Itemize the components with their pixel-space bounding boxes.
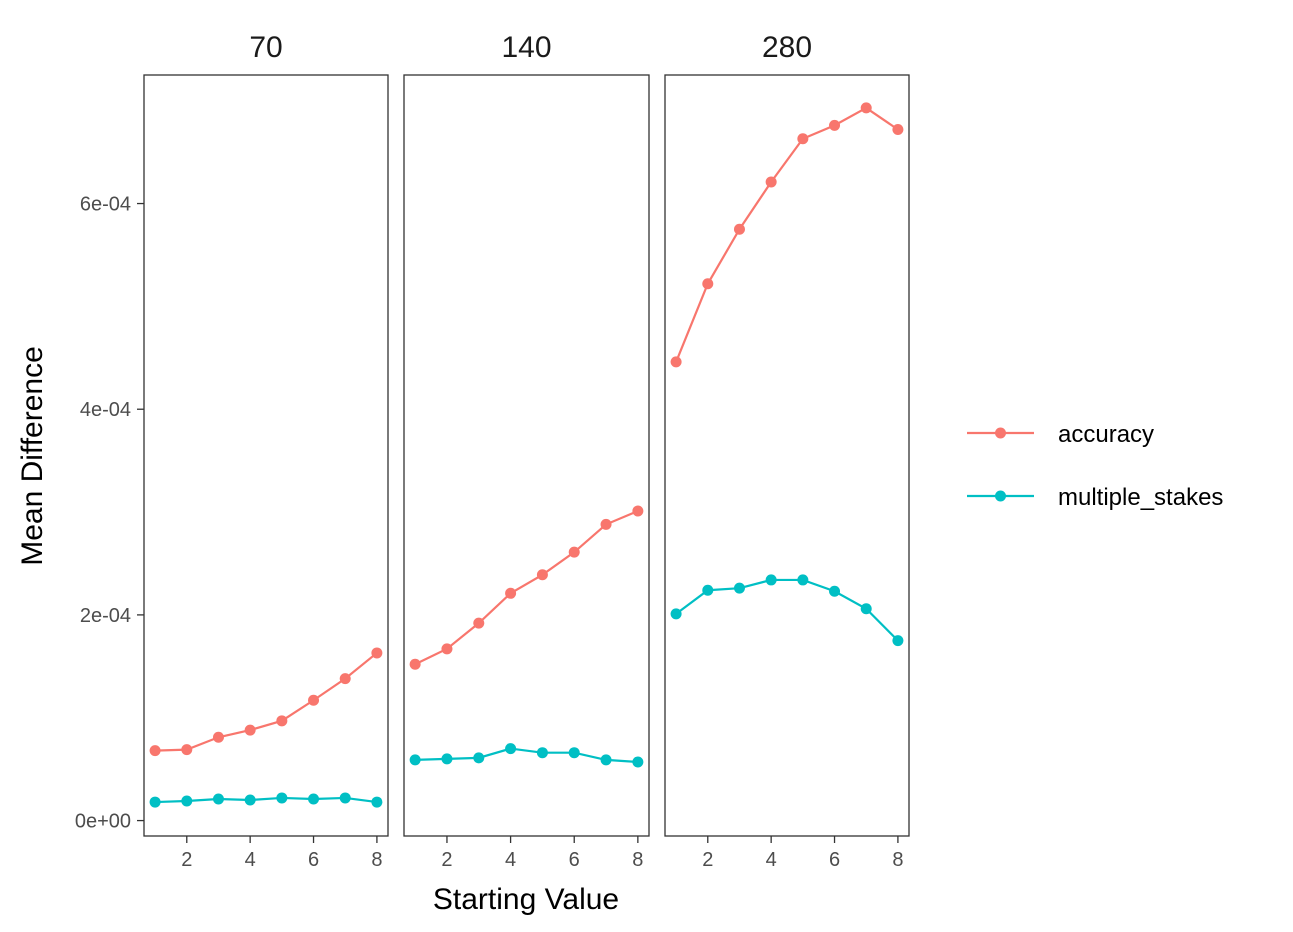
x-tick-label: 8 xyxy=(371,849,382,871)
data-point-multiple_stakes xyxy=(308,793,320,805)
facet-panel-280: 280 2 4 6 8 xyxy=(664,31,910,871)
data-point-accuracy xyxy=(149,745,161,757)
data-point-multiple_stakes xyxy=(860,603,872,615)
x-tick-label: 2 xyxy=(441,849,452,871)
data-point-multiple_stakes xyxy=(441,753,453,765)
data-point-multiple_stakes xyxy=(702,584,714,596)
panel-border xyxy=(403,74,650,837)
data-point-multiple_stakes xyxy=(632,756,644,768)
data-point-multiple_stakes xyxy=(276,792,288,804)
x-tick-label: 2 xyxy=(702,849,713,871)
data-point-accuracy xyxy=(505,587,517,599)
data-point-accuracy xyxy=(339,673,351,685)
data-point-multiple_stakes xyxy=(733,582,745,594)
data-point-accuracy xyxy=(632,505,644,517)
y-axis-title: Mean Difference xyxy=(16,346,49,566)
x-tick-label: 8 xyxy=(892,849,903,871)
series-line-accuracy xyxy=(155,652,378,752)
series-line-accuracy xyxy=(414,510,639,666)
data-point-multiple_stakes xyxy=(797,574,809,586)
data-point-multiple_stakes xyxy=(473,752,485,764)
data-point-multiple_stakes xyxy=(600,754,612,766)
data-point-accuracy xyxy=(536,569,548,581)
legend-label: multiple_stakes xyxy=(1058,484,1223,511)
data-point-accuracy xyxy=(829,119,841,131)
x-tick-label: 4 xyxy=(245,849,256,871)
data-point-accuracy xyxy=(568,546,580,558)
data-point-multiple_stakes xyxy=(536,747,548,759)
data-point-accuracy xyxy=(441,643,453,655)
data-point-multiple_stakes xyxy=(892,635,904,647)
data-point-multiple_stakes xyxy=(371,796,383,808)
facet-panel-140: 140 2 4 6 8 xyxy=(403,31,650,871)
y-axis: 0e+00 2e-04 4e-04 6e-04 xyxy=(75,194,144,833)
data-point-accuracy xyxy=(244,724,256,736)
data-point-accuracy xyxy=(409,658,421,670)
x-tick-label: 8 xyxy=(632,849,643,871)
data-point-accuracy xyxy=(702,278,714,290)
facet-title: 140 xyxy=(501,31,551,64)
facet-panels: 70 2 4 6 8 140 2 4 6 8 280 2 4 6 8 xyxy=(143,31,910,871)
x-tick-label: 2 xyxy=(181,849,192,871)
facet-panel-70: 70 2 4 6 8 xyxy=(143,31,389,871)
data-point-accuracy xyxy=(473,617,485,629)
data-point-accuracy xyxy=(308,694,320,706)
legend-key-point xyxy=(995,427,1006,439)
data-point-accuracy xyxy=(892,124,904,136)
panel-border xyxy=(664,74,910,837)
data-point-multiple_stakes xyxy=(829,585,841,597)
data-point-multiple_stakes xyxy=(670,608,682,620)
data-point-multiple_stakes xyxy=(765,574,777,586)
data-point-multiple_stakes xyxy=(505,743,517,755)
x-tick-label: 4 xyxy=(505,849,516,871)
data-point-accuracy xyxy=(860,102,872,114)
x-tick-label: 6 xyxy=(829,849,840,871)
data-point-multiple_stakes xyxy=(149,796,161,808)
panel-border xyxy=(143,74,389,837)
facet-title: 280 xyxy=(762,31,812,64)
x-tick-label: 4 xyxy=(766,849,777,871)
legend: accuracy multiple_stakes xyxy=(967,421,1223,511)
data-point-accuracy xyxy=(765,176,777,188)
legend-key-point xyxy=(995,490,1006,502)
y-tick-label: 6e-04 xyxy=(80,194,131,216)
data-point-accuracy xyxy=(600,518,612,530)
data-point-accuracy xyxy=(371,647,383,659)
data-point-multiple_stakes xyxy=(181,795,193,807)
y-tick-label: 4e-04 xyxy=(80,399,131,421)
facet-title: 70 xyxy=(249,31,282,64)
data-point-accuracy xyxy=(212,731,224,743)
data-point-multiple_stakes xyxy=(568,747,580,759)
data-point-accuracy xyxy=(797,133,809,145)
data-point-accuracy xyxy=(276,715,288,727)
data-point-accuracy xyxy=(733,223,745,235)
legend-label: accuracy xyxy=(1058,421,1154,448)
data-point-accuracy xyxy=(670,356,682,368)
data-point-multiple_stakes xyxy=(339,792,351,804)
series-line-accuracy xyxy=(675,106,899,363)
data-point-multiple_stakes xyxy=(244,794,256,806)
data-point-accuracy xyxy=(181,744,193,756)
x-tick-label: 6 xyxy=(569,849,580,871)
y-tick-label: 0e+00 xyxy=(75,811,131,833)
x-axis-title: Starting Value xyxy=(433,883,619,916)
data-point-multiple_stakes xyxy=(409,754,421,766)
data-point-multiple_stakes xyxy=(212,793,224,805)
x-tick-label: 6 xyxy=(308,849,319,871)
y-tick-label: 2e-04 xyxy=(80,605,131,627)
